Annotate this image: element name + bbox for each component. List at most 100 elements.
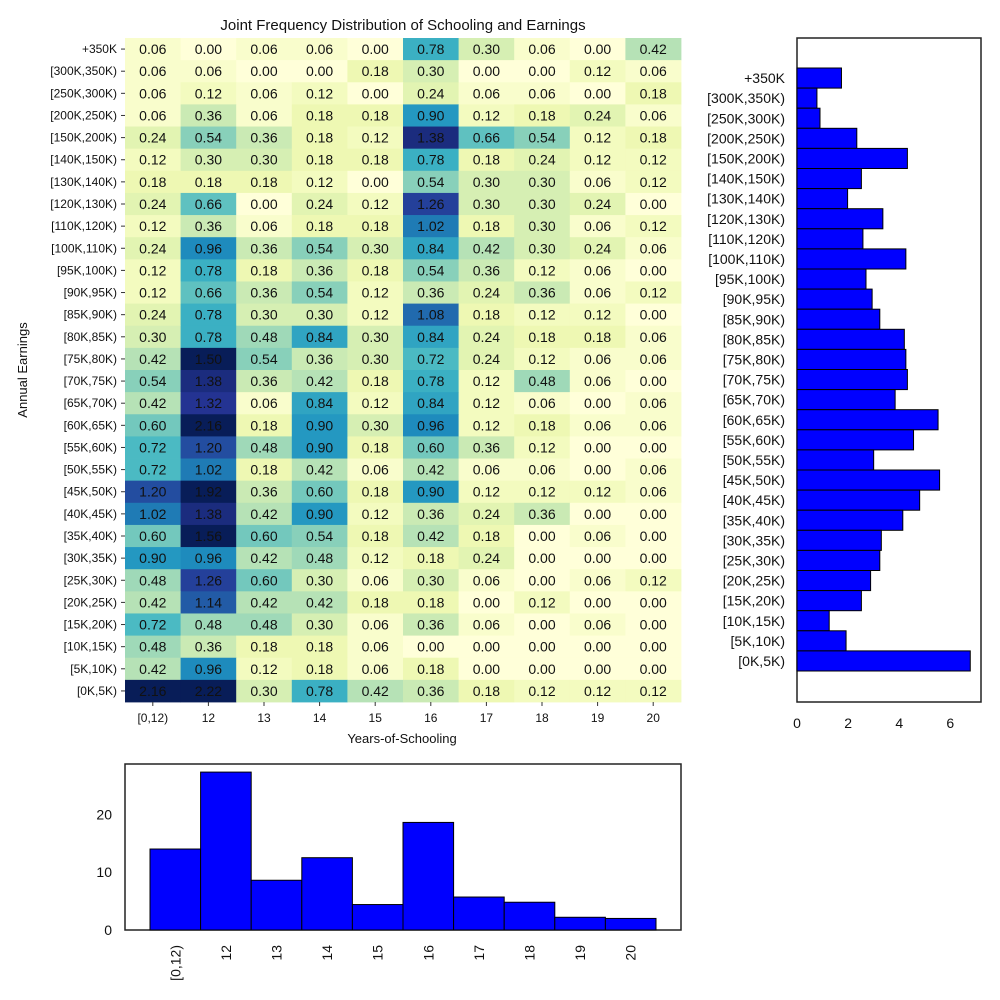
heatmap-cell xyxy=(403,347,459,371)
heatmap-x-tick-label: 12 xyxy=(202,711,216,725)
heatmap-cell xyxy=(569,38,626,61)
heatmap-x-tick-label: 18 xyxy=(535,711,549,725)
heatmap-cell xyxy=(347,281,404,304)
heatmap-cell-label: 0.18 xyxy=(640,130,667,146)
schooling-histogram-bar xyxy=(301,857,353,931)
heatmap-cell xyxy=(569,126,626,150)
heatmap-cell xyxy=(291,82,348,105)
heatmap-cell-label: 0.06 xyxy=(584,285,611,301)
heatmap-cell xyxy=(514,547,571,570)
heatmap-cell-label: 0.06 xyxy=(362,462,389,478)
heatmap-cell-label: 0.42 xyxy=(306,373,333,389)
heatmap-cell-label: 0.30 xyxy=(362,417,389,433)
heatmap-cell xyxy=(347,237,404,260)
heatmap-cell xyxy=(514,104,571,127)
heatmap-cell-label: 0.36 xyxy=(195,218,222,234)
earnings-histogram-label: [60K,65K) xyxy=(723,412,785,428)
heatmap-cell xyxy=(236,325,293,349)
heatmap-cell xyxy=(180,547,237,570)
heatmap-y-tick-label: [65K,70K) xyxy=(64,396,117,410)
heatmap-cell xyxy=(514,148,571,172)
heatmap-cell-label: 0.48 xyxy=(250,329,277,345)
earnings-histogram-bar xyxy=(796,529,882,551)
heatmap-cell-label: 0.30 xyxy=(362,240,389,256)
heatmap-cell xyxy=(569,613,626,636)
heatmap-cell xyxy=(403,480,459,504)
heatmap-cell-label: 0.18 xyxy=(528,417,555,433)
heatmap-cell xyxy=(180,60,237,83)
heatmap-cell xyxy=(236,237,293,260)
heatmap-cell-label: 0.12 xyxy=(640,572,667,588)
earnings-histogram-bar xyxy=(796,67,842,89)
heatmap-cell-label: 0.06 xyxy=(528,85,555,101)
heatmap-cell xyxy=(625,436,682,459)
earnings-histogram-x-tick: 2 xyxy=(844,715,852,731)
heatmap-cell-label: 0.00 xyxy=(584,506,611,522)
heatmap-cell xyxy=(514,192,571,216)
heatmap-cell xyxy=(403,325,459,349)
heatmap-y-tick-label: [85K,90K) xyxy=(64,308,117,322)
earnings-histogram-label: [90K,95K) xyxy=(723,291,785,307)
heatmap-cell-label: 0.36 xyxy=(417,285,444,301)
earnings-histogram-bar xyxy=(796,469,941,491)
heatmap-cell xyxy=(625,170,682,194)
heatmap-cell-label: 0.00 xyxy=(528,550,555,566)
heatmap-cell xyxy=(236,126,293,150)
heatmap-y-axis-label: Annual Earnings xyxy=(15,322,30,418)
heatmap-y-tick-label: [55K,60K) xyxy=(64,440,117,454)
heatmap-cell xyxy=(291,170,348,194)
heatmap-cell xyxy=(569,60,626,83)
heatmap-cell-label: 0.18 xyxy=(362,373,389,389)
heatmap-cell-label: 0.18 xyxy=(306,107,333,123)
heatmap-cell-label: 0.72 xyxy=(139,617,166,633)
heatmap-cell xyxy=(514,569,571,592)
earnings-histogram-bar xyxy=(796,549,881,572)
heatmap-cell-label: 0.06 xyxy=(640,107,667,123)
heatmap-cell xyxy=(625,82,682,105)
heatmap-y-tick-label: [50K,55K) xyxy=(64,463,117,477)
heatmap-cell-label: 0.60 xyxy=(139,528,166,544)
heatmap-cell xyxy=(625,281,682,304)
heatmap-cell xyxy=(236,215,293,238)
heatmap-x-tick-label: 19 xyxy=(591,711,605,725)
heatmap-cell xyxy=(625,215,682,238)
heatmap-y-tick-label: [30K,35K) xyxy=(64,551,117,565)
heatmap-cell xyxy=(291,237,348,260)
heatmap-cell-label: 0.12 xyxy=(584,683,611,699)
heatmap-cell xyxy=(458,414,515,437)
heatmap-cell-label: 0.36 xyxy=(195,107,222,123)
heatmap-cell-label: 0.42 xyxy=(306,594,333,610)
heatmap-cell-label: 0.18 xyxy=(306,152,333,168)
heatmap-cell-label: 0.06 xyxy=(640,395,667,411)
heatmap-cell-label: 0.12 xyxy=(584,484,611,500)
heatmap-cell-label: 0.00 xyxy=(640,550,667,566)
heatmap-cell xyxy=(458,392,515,415)
earnings-histogram-label: [30K,35K) xyxy=(723,532,785,548)
heatmap-cell xyxy=(291,148,348,172)
heatmap-cell xyxy=(236,569,293,592)
earnings-histogram-label: [140K,150K) xyxy=(707,171,785,187)
heatmap-cell xyxy=(291,547,348,570)
heatmap-cell xyxy=(347,524,404,548)
heatmap-y-tick-label: [130K,140K) xyxy=(50,175,117,189)
heatmap-cell xyxy=(291,414,348,437)
heatmap-cell xyxy=(458,547,515,570)
heatmap-cell-label: 0.06 xyxy=(139,85,166,101)
heatmap-cell xyxy=(125,569,181,592)
heatmap-cell xyxy=(514,591,571,614)
heatmap-cell xyxy=(236,192,293,216)
earnings-histogram-bar xyxy=(796,369,908,391)
heatmap-cell xyxy=(625,635,682,659)
heatmap-cell xyxy=(403,215,459,238)
earnings-histogram-label: [300K,350K) xyxy=(707,90,785,106)
schooling-histogram-label: 18 xyxy=(522,945,538,961)
heatmap-cell xyxy=(569,281,626,304)
heatmap-cell xyxy=(236,591,293,614)
schooling-histogram-bar xyxy=(402,821,455,931)
heatmap-cell xyxy=(347,104,404,127)
heatmap-cell xyxy=(347,679,404,703)
heatmap-cell xyxy=(625,569,682,592)
heatmap-cell-label: 0.12 xyxy=(528,594,555,610)
heatmap-x-tick-label: 16 xyxy=(424,711,438,725)
heatmap-cell xyxy=(569,303,626,327)
